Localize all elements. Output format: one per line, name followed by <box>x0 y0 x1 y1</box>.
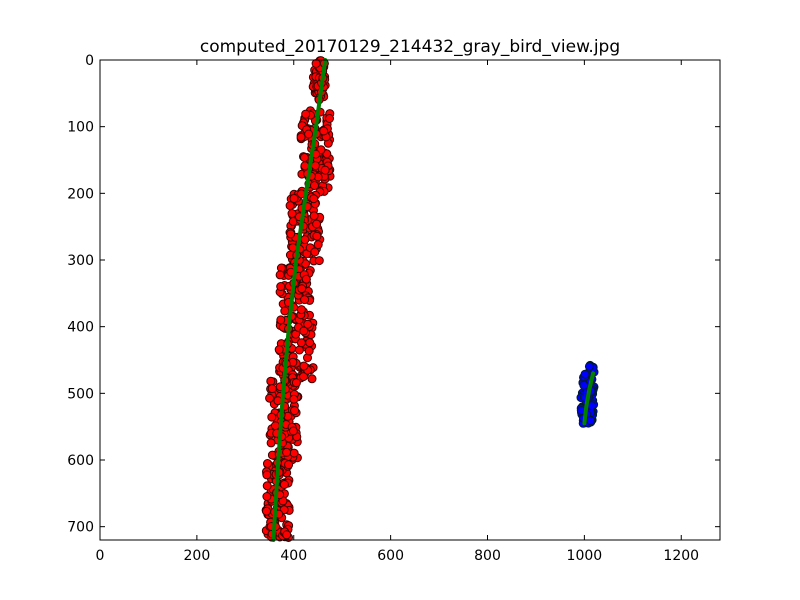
y-tick-label: 200 <box>67 186 94 202</box>
scatter-point <box>280 306 290 316</box>
x-tick-label: 800 <box>474 548 501 564</box>
x-tick-label: 200 <box>184 548 211 564</box>
scatter-point <box>276 315 286 325</box>
scatter-point <box>262 481 272 491</box>
y-tick-label: 100 <box>67 120 94 136</box>
scatter-point <box>310 161 320 171</box>
scatter-point <box>299 326 309 336</box>
scatter-point <box>311 59 321 68</box>
scatter-point <box>301 109 311 119</box>
scatter-point <box>579 380 589 390</box>
y-tick-label: 300 <box>67 253 94 269</box>
fit-line <box>582 371 596 426</box>
scatter-point <box>303 319 313 329</box>
scatter-point <box>284 460 294 470</box>
x-tick-label: 1200 <box>663 548 699 564</box>
y-tick-label: 700 <box>67 520 94 536</box>
scatter-point <box>584 361 594 371</box>
scatter-point <box>285 201 295 211</box>
scatter-point <box>304 129 314 139</box>
scatter-point <box>266 376 276 386</box>
scatter-point <box>312 231 322 241</box>
scatter-point <box>314 256 324 266</box>
scatter-point <box>288 426 298 436</box>
scatter-point <box>299 372 308 382</box>
scatter-point <box>282 447 292 457</box>
scatter-point <box>291 378 301 388</box>
scatter-point <box>580 369 590 379</box>
scatter-point <box>274 345 284 355</box>
tick-layer: 0 200 400 600 800 1000 1200 0 100 200 300 400 500 600… <box>67 53 720 564</box>
scatter-point <box>304 346 314 356</box>
x-tick-label: 1000 <box>567 548 603 564</box>
scatter-point <box>296 338 306 348</box>
y-tick-label: 600 <box>67 453 94 469</box>
y-tick-label: 500 <box>67 386 94 402</box>
scatter-point <box>267 412 277 422</box>
scatter-point <box>301 274 311 284</box>
scatter-point <box>262 492 272 501</box>
scatter-point <box>267 384 277 394</box>
scatter-point <box>310 247 320 257</box>
scatter-point <box>313 240 323 250</box>
scatter-point <box>309 194 319 204</box>
scatter-point <box>286 229 296 239</box>
scatter-point <box>319 126 329 136</box>
scatter-point <box>289 394 299 404</box>
plot-frame <box>99 59 721 541</box>
scatter-point <box>262 470 272 480</box>
scatter-point <box>300 295 310 305</box>
scatter-point <box>265 393 275 403</box>
x-tick-label: 600 <box>377 548 404 564</box>
x-tick-label: 0 <box>96 548 105 564</box>
scatter-point <box>325 114 334 123</box>
x-tick-label: 400 <box>280 548 307 564</box>
scatter-point <box>270 421 280 431</box>
plot-layer <box>261 56 599 542</box>
scatter-point <box>290 406 300 416</box>
scatter-point <box>263 459 272 468</box>
scatter-point <box>310 181 319 190</box>
scatter-point <box>276 282 286 291</box>
scatter-point <box>296 305 306 315</box>
chart-title: computed_20170129_214432_gray_bird_view.… <box>200 37 620 57</box>
scatter-point <box>300 235 310 245</box>
scatter-point <box>586 416 595 426</box>
scatter-point <box>262 506 271 516</box>
scatter-point <box>279 480 289 489</box>
scatter-point <box>307 374 317 384</box>
scatter-point <box>287 209 297 218</box>
scatter-point <box>312 219 322 229</box>
y-tick-label: 400 <box>67 320 94 336</box>
scatter-point <box>320 165 330 175</box>
scatter-point <box>297 284 307 294</box>
y-tick-label: 0 <box>85 53 94 69</box>
scatter-point <box>289 194 299 203</box>
scatter-point <box>266 438 276 448</box>
scatter-point <box>299 361 309 371</box>
scatter-point <box>305 338 315 348</box>
scatter-point <box>309 211 319 221</box>
fit-line <box>271 58 328 542</box>
scatter-point <box>289 448 299 458</box>
scatter-point <box>275 270 285 280</box>
scatter-point <box>299 153 309 162</box>
scatter-point <box>282 530 292 540</box>
scatter-point <box>296 132 306 142</box>
